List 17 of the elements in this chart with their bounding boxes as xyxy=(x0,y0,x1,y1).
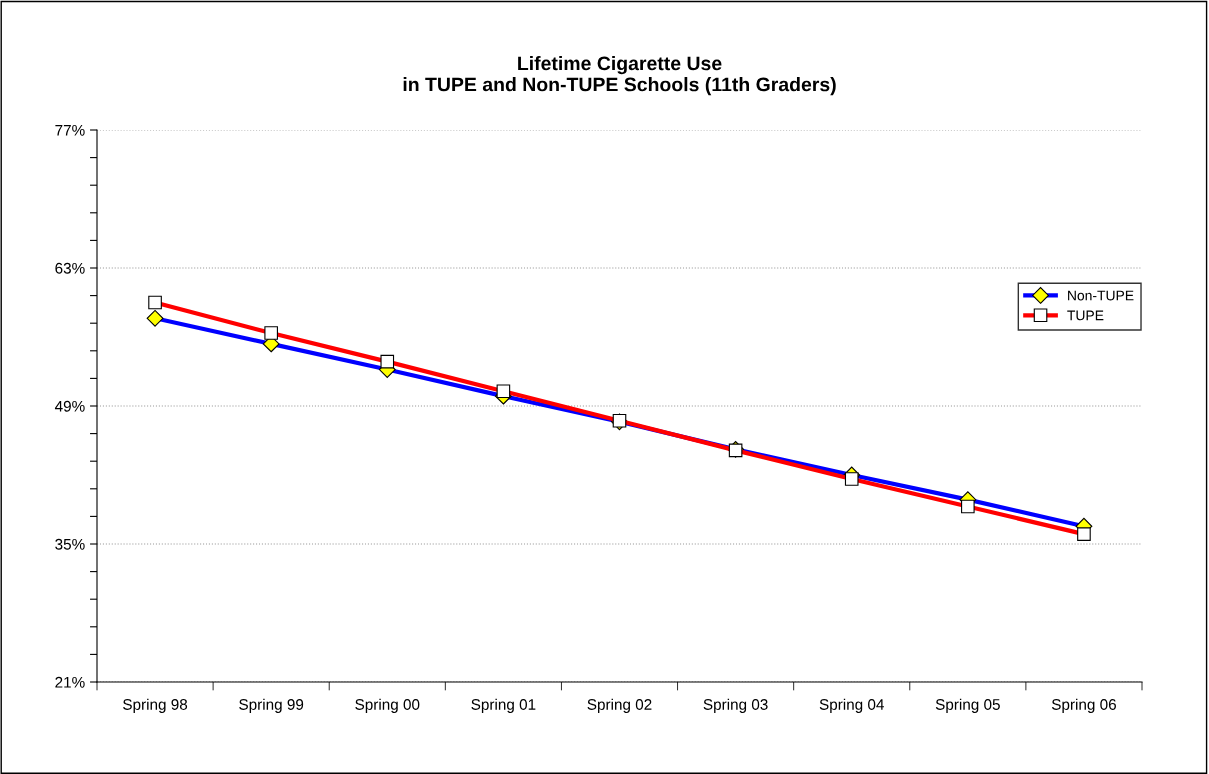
y-tick-label: 21% xyxy=(55,676,85,688)
x-tick-label: Spring 01 xyxy=(471,698,536,713)
y-tick-label: 63% xyxy=(55,262,85,274)
y-tick-label: 49% xyxy=(54,400,85,412)
legend-label: Non-TUPE xyxy=(1068,290,1134,301)
x-tick-label: Spring 98 xyxy=(123,698,188,713)
y-tick-label: 77% xyxy=(55,124,85,136)
y-tick-label: 35% xyxy=(55,538,85,550)
x-tick-label: Spring 03 xyxy=(703,698,768,713)
x-tick-label: Spring 06 xyxy=(1051,698,1116,713)
x-tick-label: Spring 00 xyxy=(355,698,420,713)
x-tick-label: Spring 99 xyxy=(239,698,304,713)
x-tick-label: Spring 05 xyxy=(935,698,1000,713)
chart-title: Lifetime Cigarette Use in TUPE and Non-TUPE Schools (11th Graders) xyxy=(403,55,836,96)
x-tick-label: Spring 04 xyxy=(819,698,884,713)
legend-label: TUPE xyxy=(1067,310,1104,321)
x-tick-label: Spring 02 xyxy=(587,698,652,713)
